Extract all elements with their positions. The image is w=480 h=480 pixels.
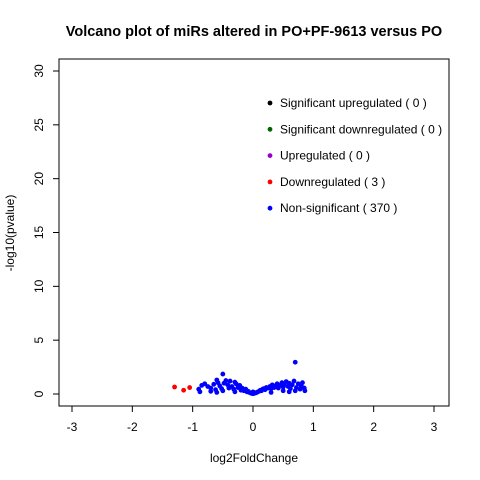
x-tick-label: 3 bbox=[431, 420, 438, 434]
data-point-series-4 bbox=[268, 389, 274, 395]
legend-marker bbox=[267, 126, 273, 132]
x-axis-label: log2FoldChange bbox=[210, 451, 298, 465]
chart-title: Volcano plot of miRs altered in PO+PF-96… bbox=[66, 24, 442, 40]
data-point-series-4 bbox=[197, 389, 203, 395]
x-tick-label: -1 bbox=[187, 420, 198, 434]
y-tick-label: 0 bbox=[32, 390, 46, 397]
legend-marker bbox=[267, 100, 273, 106]
y-tick-label: 5 bbox=[32, 337, 46, 344]
x-axis: -3 -2 -1 0 1 2 3 bbox=[67, 405, 438, 434]
legend-marker bbox=[267, 153, 273, 159]
data-point-series-4 bbox=[211, 381, 217, 387]
y-tick-label: 30 bbox=[32, 64, 46, 78]
legend-label: Non-significant ( 370 ) bbox=[280, 201, 397, 215]
data-point-series-4 bbox=[286, 389, 292, 395]
data-point-series-4 bbox=[221, 380, 227, 386]
legend-label: Downregulated ( 3 ) bbox=[280, 175, 385, 189]
data-point-series-3 bbox=[172, 384, 177, 390]
data-point-series-3 bbox=[181, 387, 187, 393]
legend-label: Significant downregulated ( 0 ) bbox=[280, 122, 442, 136]
y-axis-label: -log10(pvalue) bbox=[3, 195, 17, 272]
y-tick-label: 20 bbox=[32, 172, 46, 186]
legend-label: Upregulated ( 0 ) bbox=[280, 149, 370, 163]
y-tick-label: 25 bbox=[32, 118, 46, 132]
data-point-series-4 bbox=[227, 378, 233, 384]
data-point-series-3 bbox=[187, 385, 193, 390]
legend-marker bbox=[267, 205, 273, 211]
x-tick-label: 2 bbox=[370, 420, 377, 434]
data-point-series-4 bbox=[232, 389, 238, 395]
x-tick-label: -3 bbox=[67, 420, 78, 434]
legend: Significant upregulated ( 0 ) Significant… bbox=[267, 96, 442, 215]
data-point-series-4 bbox=[280, 388, 286, 394]
legend-label: Significant upregulated ( 0 ) bbox=[280, 96, 427, 110]
data-point-series-4 bbox=[214, 389, 220, 395]
data-point-series-4 bbox=[302, 388, 308, 394]
x-tick-label: -2 bbox=[127, 420, 138, 434]
data-point-series-4 bbox=[292, 359, 298, 365]
plot-frame bbox=[58, 58, 450, 407]
data-point-series-4 bbox=[233, 381, 239, 387]
y-axis: 0 5 10 15 20 25 30 bbox=[32, 64, 60, 397]
data-point-series-4 bbox=[291, 378, 297, 384]
data-point-series-4 bbox=[289, 382, 295, 388]
data-point-series-4 bbox=[208, 388, 214, 394]
data-point-series-4 bbox=[220, 371, 226, 377]
y-tick-label: 10 bbox=[32, 279, 46, 293]
legend-marker bbox=[267, 179, 273, 185]
data-points bbox=[172, 359, 308, 397]
data-point-series-4 bbox=[292, 388, 298, 394]
x-tick-label: 1 bbox=[310, 420, 317, 434]
data-point-series-4 bbox=[300, 380, 305, 386]
x-tick-label: 0 bbox=[250, 420, 257, 434]
data-point-series-4 bbox=[220, 388, 226, 394]
data-point-series-4 bbox=[250, 389, 256, 395]
y-tick-label: 15 bbox=[32, 226, 46, 240]
